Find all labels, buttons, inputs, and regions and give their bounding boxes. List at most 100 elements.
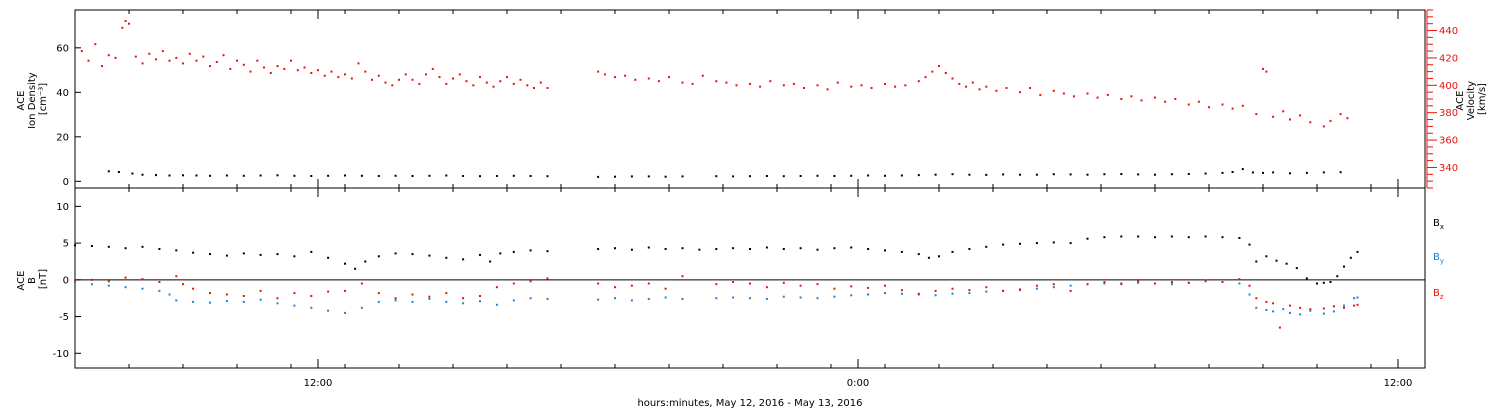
data-point [1299, 306, 1302, 309]
data-point [1238, 282, 1241, 285]
data-point [259, 289, 262, 292]
data-point [506, 76, 508, 79]
data-point [462, 175, 465, 177]
data-point [917, 292, 920, 295]
data-point [344, 289, 346, 292]
data-point [1035, 242, 1038, 245]
data-point [1329, 119, 1332, 122]
data-point [597, 282, 600, 285]
data-point [867, 286, 870, 289]
data-point [867, 174, 870, 177]
top-right-tick-label: 420 [1439, 53, 1458, 64]
data-point [759, 85, 762, 88]
data-point [934, 289, 937, 292]
data-point [1278, 326, 1281, 329]
data-point [445, 292, 448, 295]
data-point [192, 300, 195, 303]
data-point [344, 174, 346, 177]
data-point [310, 72, 313, 74]
data-point [101, 65, 103, 68]
data-point [968, 289, 971, 292]
data-point [870, 87, 873, 89]
data-point [1002, 289, 1005, 292]
data-point [394, 252, 397, 255]
data-point [782, 248, 785, 250]
data-point [74, 244, 76, 247]
data-point [1241, 168, 1244, 171]
data-point [1248, 284, 1251, 287]
data-point [1299, 313, 1302, 316]
data-point [1349, 256, 1352, 259]
data-point [1062, 92, 1065, 95]
data-point [276, 302, 279, 305]
data-point [124, 247, 127, 250]
data-point [438, 76, 441, 79]
data-point [158, 289, 161, 292]
data-point [168, 59, 171, 62]
data-point [512, 250, 515, 253]
data-point [445, 174, 448, 177]
data-point [124, 276, 127, 279]
top-left-axis-title: ACE Ion Density [cm⁻³] [16, 69, 49, 129]
data-point [1187, 236, 1190, 239]
data-point [782, 281, 785, 284]
data-point [458, 73, 461, 76]
top-right-tick-label: 440 [1439, 26, 1458, 37]
data-point [1170, 283, 1173, 286]
data-point [276, 65, 279, 68]
bottom-left-tick-label: -10 [53, 349, 69, 360]
data-point [323, 74, 326, 77]
data-point [418, 82, 421, 85]
data-point [236, 59, 238, 62]
data-point [958, 82, 961, 85]
data-point [647, 246, 650, 249]
data-point [202, 55, 205, 58]
data-point [1248, 243, 1251, 246]
data-point [1265, 255, 1268, 258]
data-point [337, 76, 340, 79]
data-point [1336, 275, 1339, 278]
data-point [404, 73, 407, 76]
data-point [377, 175, 380, 177]
data-point [647, 282, 650, 285]
data-point [107, 284, 110, 287]
top-left-tick-label: 40 [56, 88, 69, 99]
data-point [900, 174, 903, 177]
bottom-series-y [74, 280, 1359, 316]
data-point [1069, 173, 1072, 176]
data-point [242, 174, 245, 177]
data-point [1255, 297, 1258, 300]
data-point [816, 297, 819, 300]
data-point [765, 286, 768, 289]
data-point [1282, 110, 1285, 113]
data-point [242, 295, 245, 297]
data-point [94, 43, 97, 46]
data-point [161, 50, 164, 53]
data-point [1120, 98, 1123, 100]
data-point [364, 70, 367, 73]
data-point [1221, 103, 1224, 106]
data-point [1120, 282, 1123, 285]
data-point [971, 81, 974, 84]
data-point [816, 283, 819, 286]
data-point [357, 62, 360, 65]
data-point [917, 80, 920, 83]
data-point [968, 173, 971, 176]
data-point [900, 250, 903, 253]
data-point [1052, 241, 1055, 244]
data-point [384, 81, 387, 84]
data-point [938, 65, 940, 68]
data-point [799, 296, 802, 299]
data-point [290, 59, 292, 62]
data-point [904, 84, 907, 87]
data-point [155, 58, 157, 61]
data-point [293, 174, 296, 177]
data-point [344, 311, 346, 314]
data-point [725, 81, 728, 84]
data-point [276, 253, 279, 256]
data-point [546, 175, 549, 178]
data-point [398, 78, 400, 81]
data-point [833, 247, 836, 250]
bottom-legend: Bx By Bz [1433, 218, 1444, 301]
bottom-panel: -10 -5 0 5 10 ACE B [nT] Bx By Bz [16, 187, 1444, 369]
